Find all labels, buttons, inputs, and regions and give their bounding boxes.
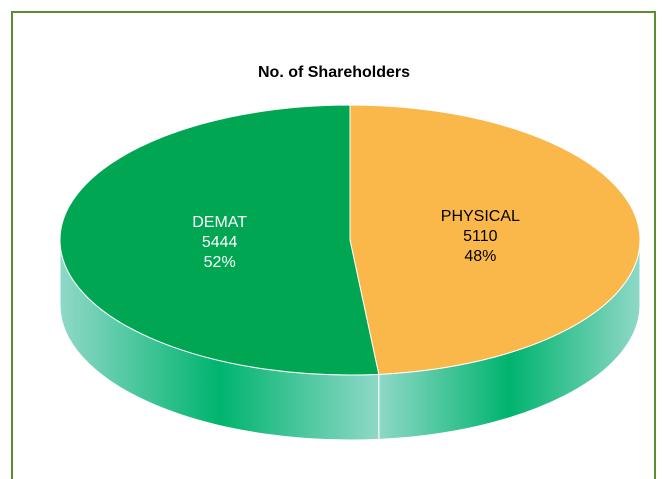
slice xyxy=(59,104,380,376)
slice xyxy=(349,104,641,375)
slice-percent-label: 48% xyxy=(464,248,496,265)
chart-title: No. of Shareholders xyxy=(258,64,410,81)
slice-category-label: PHYSICAL xyxy=(441,208,520,225)
chart-border xyxy=(11,11,656,479)
slice-category-label: DEMAT xyxy=(192,214,247,231)
pie: PHYSICAL 5110 48% DEMAT 5444 52% xyxy=(59,104,641,441)
slice-value-label: 5444 xyxy=(202,234,238,251)
slice-value-label: 5110 xyxy=(463,228,498,245)
slice-percent-label: 52% xyxy=(204,254,236,271)
